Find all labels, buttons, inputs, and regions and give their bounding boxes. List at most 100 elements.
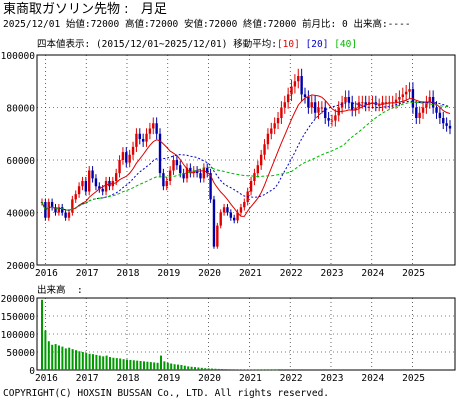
volume-bar [258, 369, 261, 371]
candle-body [438, 112, 442, 118]
volume-bar [54, 344, 57, 370]
volume-bar [214, 368, 217, 370]
candle-body [253, 173, 256, 181]
x-tick-label: 2023 [321, 268, 344, 279]
candle-body [54, 207, 57, 213]
candle-body [310, 102, 313, 108]
volume-bar [224, 369, 227, 370]
x-tick-label: 2025 [402, 268, 425, 279]
volume-bar [170, 363, 173, 370]
volume-bar [251, 369, 254, 371]
legend-ma20: [20] [305, 39, 329, 50]
candle-body [168, 170, 172, 181]
ma10-line [41, 94, 451, 217]
legend-ma40: [40] [334, 39, 358, 50]
candle-body [236, 212, 239, 221]
volume-bar [122, 359, 125, 370]
volume-bar [132, 360, 135, 370]
candle-body [324, 107, 327, 118]
vol-x-tick-label: 2019 [157, 373, 180, 384]
candle-body [283, 102, 286, 108]
x-tick-label: 2021 [239, 268, 262, 279]
vol-x-tick-label: 2017 [76, 373, 99, 384]
volume-bar [81, 352, 84, 370]
candle-body [128, 154, 131, 163]
volume-bar [64, 348, 67, 370]
volume-bar [183, 365, 186, 370]
vol-x-tick-label: 2025 [402, 373, 425, 384]
candle-body [435, 107, 438, 113]
candle-body [334, 115, 337, 121]
volume-bar [85, 352, 88, 370]
volume-bar [241, 369, 244, 370]
volume-bar [156, 362, 159, 370]
candle-body [199, 173, 202, 179]
volume-bar [51, 344, 54, 370]
volume-bar [115, 358, 118, 370]
candle-body [104, 181, 108, 192]
candle-body [81, 181, 84, 187]
volume-bar [180, 364, 183, 370]
copyright: COPYRIGHT(C) HOXSIN BUSSAN Co., LTD. All… [3, 388, 330, 399]
candle-body [381, 102, 384, 105]
candle-body [114, 173, 118, 181]
candle-body [404, 91, 408, 95]
candle-body [148, 128, 152, 134]
candle-body [179, 165, 182, 174]
x-tick-label: 2019 [157, 268, 180, 279]
candle-body [421, 107, 425, 113]
candle-body [209, 173, 212, 200]
candle-body [401, 94, 404, 97]
candle-body [175, 160, 179, 166]
volume-bar [231, 369, 234, 370]
x-tick-label: 2016 [35, 268, 58, 279]
volume-bar [265, 369, 268, 371]
candle-body [377, 104, 381, 106]
candle-body [415, 107, 418, 118]
candle-body [84, 181, 88, 192]
candle-body [91, 170, 94, 179]
volume-bar [47, 341, 50, 370]
volume-bar [217, 368, 220, 370]
volume-bar [68, 347, 71, 370]
candle-body [216, 225, 219, 247]
candle-body [408, 89, 411, 92]
candle-body [219, 212, 222, 226]
candle-body [64, 212, 67, 218]
volume-bar [136, 360, 139, 370]
x-tick-label: 2018 [117, 268, 140, 279]
vol-x-tick-label: 2021 [239, 373, 262, 384]
candle-body [297, 76, 300, 82]
volume-bar [160, 355, 162, 370]
volume-bar [95, 354, 98, 370]
volume-header: 出来高 : [37, 285, 83, 296]
candle-body [94, 178, 98, 187]
candle-body [101, 188, 104, 192]
candle-body [293, 81, 297, 87]
candle-body [192, 170, 195, 174]
candle-body [286, 94, 290, 103]
volume-bar [44, 330, 47, 370]
volume-bar [163, 361, 166, 370]
candle-body [152, 123, 155, 129]
candle-body [354, 107, 357, 111]
candle-body [337, 107, 340, 116]
candle-body [239, 207, 243, 213]
volume-bar [275, 369, 278, 371]
vol-y-tick-label: 150000 [1, 312, 36, 323]
candle-body [121, 152, 125, 160]
candle-body [141, 139, 145, 142]
candle-body [67, 212, 71, 218]
candle-body [384, 102, 388, 104]
candle-body [202, 167, 206, 179]
vol-x-tick-label: 2022 [280, 373, 303, 384]
volume-bar [211, 368, 213, 370]
volume-bar [129, 359, 132, 370]
volume-bar [190, 366, 193, 370]
y-tick-label: 20000 [6, 261, 35, 272]
volume-bar [78, 351, 81, 370]
x-tick-label: 2024 [361, 268, 384, 279]
volume-bar [248, 369, 251, 371]
